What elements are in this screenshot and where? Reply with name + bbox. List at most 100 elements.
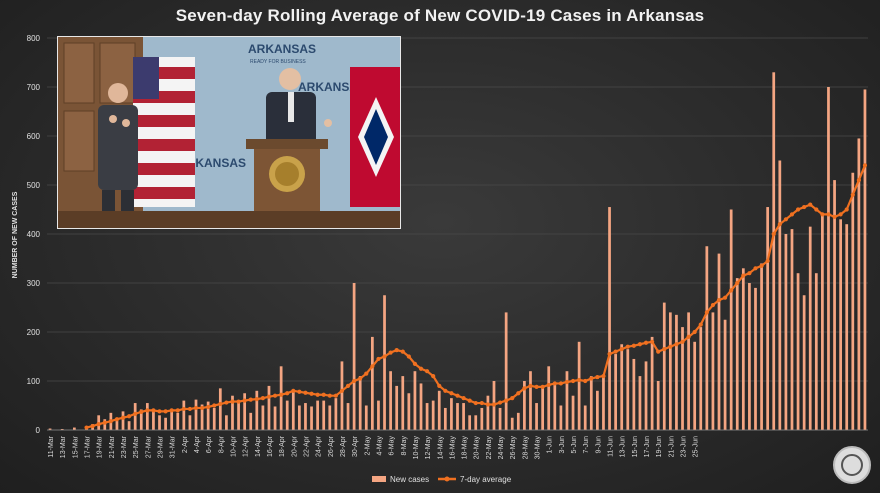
bar-new-cases (863, 89, 867, 430)
bar-new-cases (364, 405, 368, 430)
point-7day-average (820, 212, 825, 217)
point-7day-average (424, 369, 430, 374)
bar-new-cases (857, 138, 861, 430)
x-tick-label: 11-Jun (608, 436, 615, 457)
bar-new-cases (474, 415, 478, 430)
bar-new-cases (279, 366, 283, 430)
point-7day-average (862, 163, 868, 168)
point-7day-average (716, 298, 722, 303)
y-axis-label: NUMBER OF NEW CASES (12, 191, 19, 278)
point-7day-average (741, 273, 746, 278)
point-7day-average (96, 422, 101, 427)
line-series-7day-average (84, 163, 868, 430)
point-7day-average (133, 411, 138, 416)
bar-new-cases (267, 385, 271, 430)
x-tick-label: 22-Apr (303, 435, 310, 457)
point-7day-average (370, 364, 375, 369)
point-7day-average (589, 376, 594, 381)
point-7day-average (771, 231, 776, 237)
chart-title: Seven-day Rolling Average of New COVID-1… (175, 6, 705, 25)
point-7day-average (193, 405, 199, 411)
x-tick-label: 25-Mar (133, 435, 140, 458)
bar-new-cases (729, 209, 733, 430)
x-tick-label: 20-Apr (291, 435, 298, 457)
bar-new-cases (596, 390, 599, 430)
x-tick-label: 19-Jun (656, 436, 663, 458)
point-7day-average (376, 356, 381, 362)
point-7day-average (169, 408, 174, 413)
legend: New cases 7-day average (372, 475, 512, 484)
bar-new-cases (632, 358, 636, 430)
point-7day-average (230, 399, 235, 404)
bar-new-cases (158, 415, 161, 430)
point-7day-average (345, 383, 351, 388)
bar-new-cases (340, 361, 344, 430)
bar-new-cases (310, 406, 313, 430)
point-7day-average (479, 400, 484, 406)
point-7day-average (528, 383, 533, 388)
point-7day-average (686, 334, 691, 339)
point-7day-average (199, 405, 205, 411)
x-tick-label: 26-Apr (328, 435, 335, 457)
point-7day-average (139, 409, 144, 414)
bar-new-cases (255, 390, 259, 430)
point-7day-average (242, 398, 247, 403)
point-7day-average (84, 425, 89, 430)
point-7day-average (577, 377, 582, 383)
bar-new-cases (839, 219, 843, 430)
bar-new-cases (535, 403, 538, 430)
point-7day-average (266, 394, 272, 399)
x-tick-label: 24-Apr (316, 435, 323, 457)
point-7day-average (844, 207, 849, 212)
point-7day-average (662, 347, 667, 352)
point-7day-average (534, 384, 539, 389)
bar-new-cases (164, 417, 167, 430)
bar-new-cases (705, 246, 709, 430)
point-7day-average (102, 420, 107, 425)
bar-new-cases (145, 403, 149, 430)
y-tick-label: 400 (27, 230, 41, 239)
x-tick-label: 20-May (474, 436, 481, 460)
point-7day-average (765, 258, 770, 264)
bar-new-cases (304, 403, 307, 430)
bar-new-cases (814, 273, 818, 430)
point-7day-average (309, 391, 314, 396)
bar-new-cases (602, 376, 605, 430)
bar-new-cases (571, 395, 575, 430)
point-7day-average (558, 381, 563, 386)
x-tick-label: 29-Mar (158, 435, 165, 458)
x-tick-label: 6-Apr (206, 435, 213, 453)
bar-new-cases (699, 327, 703, 430)
bar-new-cases (133, 403, 137, 430)
backdrop-text-2: ARKANSAS (298, 80, 366, 94)
point-7day-average (540, 384, 545, 389)
x-tick-label: 3-Jun (559, 436, 566, 454)
podium (246, 139, 328, 211)
x-tick-label: 22-May (486, 436, 493, 460)
point-7day-average (564, 379, 570, 385)
point-7day-average (650, 339, 655, 344)
x-tick-label: 18-Apr (279, 435, 286, 457)
x-tick-label: 25-Jun (693, 436, 700, 458)
bar-new-cases (212, 407, 216, 430)
bar-new-cases (851, 172, 855, 430)
bar-new-cases (115, 417, 119, 430)
bar-new-cases (60, 429, 64, 430)
state-seal-watermark (833, 446, 871, 484)
x-tick-label: 19-Mar (97, 435, 104, 458)
backdrop-tagline: READY FOR BUSINESS (250, 59, 306, 65)
x-tick-label: 8-May (401, 436, 408, 456)
point-7day-average (443, 388, 448, 393)
bar-new-cases (462, 403, 465, 430)
point-7day-average (206, 404, 211, 410)
point-7day-average (163, 409, 168, 414)
bar-new-cases (735, 278, 739, 430)
x-tick-label: 28-Apr (340, 435, 347, 457)
x-tick-label: 14-Apr (255, 435, 262, 457)
point-7day-average (145, 408, 150, 413)
point-7day-average (735, 280, 740, 286)
x-tick-label: 23-Mar (121, 435, 128, 458)
point-7day-average (291, 388, 296, 393)
bar-new-cases (389, 371, 392, 430)
point-7day-average (224, 400, 229, 405)
